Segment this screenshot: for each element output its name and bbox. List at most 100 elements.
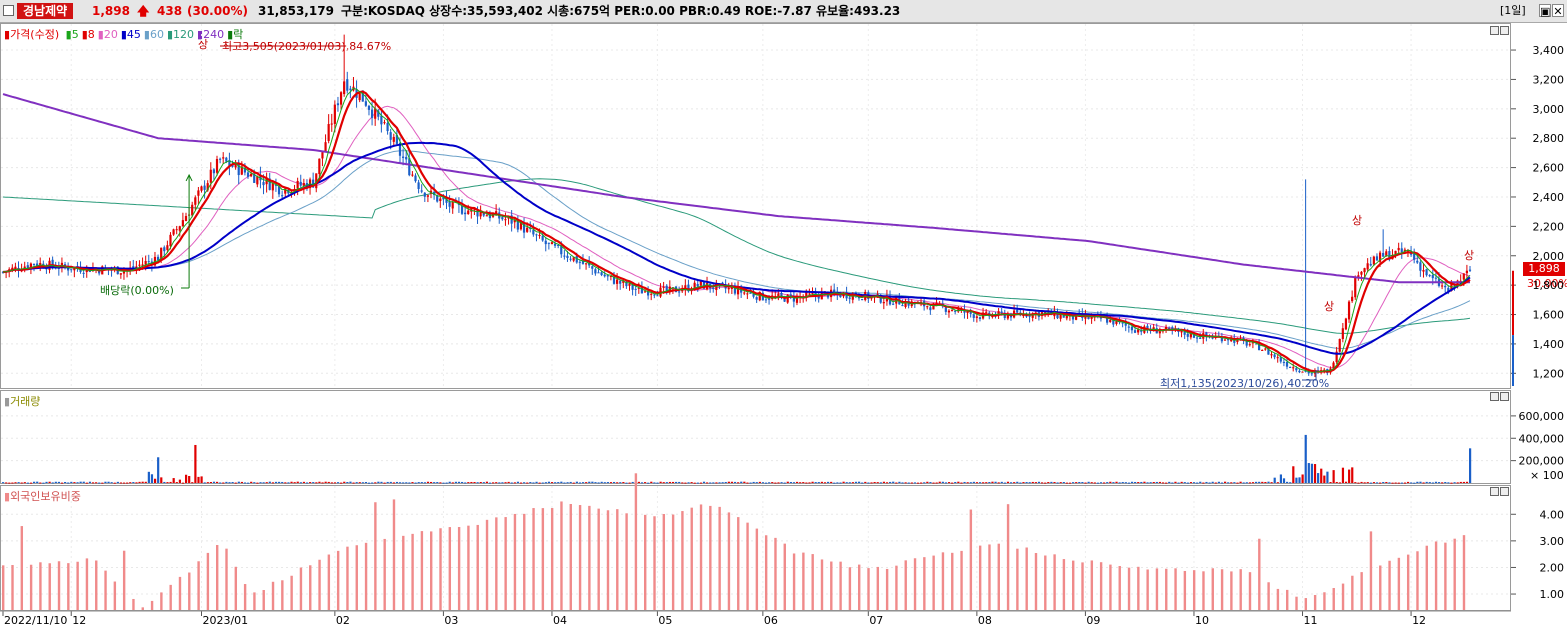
volume-bar bbox=[920, 482, 923, 484]
period-button[interactable]: [1일] bbox=[1500, 4, 1526, 17]
volume-bar bbox=[45, 481, 48, 483]
candle-body bbox=[1043, 312, 1047, 314]
candle-body bbox=[606, 275, 609, 277]
candle-body bbox=[575, 255, 578, 263]
volume-bar bbox=[250, 481, 253, 483]
volume-bar bbox=[510, 482, 513, 484]
foreign-bar bbox=[113, 581, 117, 610]
volume-title: ▮거래량 bbox=[4, 395, 41, 408]
legend-ma-3: ▮45 bbox=[120, 28, 141, 41]
candle-body bbox=[312, 179, 315, 188]
pane-close-icon[interactable] bbox=[1500, 26, 1509, 35]
volume-bar bbox=[923, 482, 926, 484]
candle-body bbox=[51, 259, 54, 267]
stock-name[interactable]: 경남제약 bbox=[17, 3, 74, 19]
candle-body bbox=[516, 220, 519, 230]
volume-bar bbox=[1202, 482, 1205, 484]
volume-bar bbox=[1134, 481, 1137, 483]
restore-icon[interactable]: ▣ bbox=[1539, 4, 1551, 18]
volume-bar bbox=[209, 481, 212, 483]
foreign-bar bbox=[1192, 570, 1196, 610]
volume-bar bbox=[1019, 482, 1022, 484]
price-pane[interactable] bbox=[0, 23, 1511, 389]
volume-bar bbox=[153, 478, 157, 483]
volume-bar bbox=[693, 482, 696, 484]
volume-bar bbox=[951, 482, 954, 484]
candle-body bbox=[1146, 325, 1149, 330]
foreign-bar bbox=[569, 503, 572, 610]
foreign-bar bbox=[718, 506, 721, 610]
volume-bar bbox=[569, 481, 572, 483]
volume-bar bbox=[36, 481, 39, 483]
volume-pane[interactable] bbox=[0, 390, 1511, 484]
volume-bar bbox=[544, 482, 547, 484]
close-icon[interactable]: ✕ bbox=[1552, 4, 1564, 18]
candle-body bbox=[1378, 252, 1382, 262]
foreign-bar bbox=[150, 600, 154, 610]
candle-body bbox=[684, 285, 687, 290]
pane-maximize-icon[interactable] bbox=[1490, 487, 1499, 496]
price-axis bbox=[1511, 23, 1567, 389]
volume-bar bbox=[826, 481, 830, 483]
volume-bar bbox=[504, 482, 507, 484]
volume-bar bbox=[1044, 482, 1047, 484]
up-marker: 상 bbox=[1464, 249, 1475, 262]
foreign-bar bbox=[39, 562, 42, 610]
candle-body bbox=[972, 314, 975, 318]
volume-bar bbox=[290, 481, 293, 483]
volume-bar bbox=[1053, 482, 1056, 484]
volume-bar bbox=[1267, 481, 1270, 483]
volume-bar bbox=[64, 481, 67, 483]
candle-body bbox=[935, 302, 938, 304]
volume-bar bbox=[1158, 481, 1162, 483]
volume-bar bbox=[1000, 481, 1003, 483]
volume-bar bbox=[318, 481, 321, 483]
candle-body bbox=[1000, 311, 1003, 313]
dividend-label: 배당락(0.00%) bbox=[100, 284, 174, 297]
candle-body bbox=[1251, 341, 1254, 344]
volume-bar bbox=[216, 481, 219, 483]
pane-close-icon[interactable] bbox=[1500, 392, 1509, 401]
volume-bar bbox=[898, 481, 901, 483]
volume-bar bbox=[495, 482, 498, 484]
candle-body bbox=[401, 156, 405, 158]
foreign-bar bbox=[346, 546, 349, 610]
volume-bar bbox=[699, 482, 703, 484]
volume-bar bbox=[1329, 482, 1332, 484]
candle-body bbox=[879, 294, 882, 303]
volume-bar bbox=[82, 481, 85, 483]
volume-bar bbox=[225, 481, 228, 483]
select-checkbox[interactable] bbox=[3, 5, 14, 16]
volume-bar bbox=[42, 482, 45, 484]
candle-body bbox=[417, 182, 420, 189]
volume-bar bbox=[222, 482, 225, 484]
volume-bar bbox=[1323, 475, 1326, 483]
volume-bar bbox=[1072, 482, 1075, 484]
volume-bar bbox=[116, 481, 119, 483]
volume-bar bbox=[160, 477, 163, 483]
volume-bar bbox=[1416, 481, 1419, 483]
pane-maximize-icon[interactable] bbox=[1490, 26, 1499, 35]
volume-bar bbox=[333, 482, 337, 484]
candle-body bbox=[926, 306, 929, 308]
candle-body bbox=[600, 272, 603, 276]
foreign-bar bbox=[606, 510, 610, 610]
pane-close-icon[interactable] bbox=[1500, 487, 1509, 496]
volume-bar bbox=[771, 482, 774, 484]
volume-bar bbox=[1462, 481, 1465, 483]
volume-bar bbox=[842, 481, 845, 483]
foreign-bar bbox=[1388, 560, 1391, 610]
candle-body bbox=[640, 287, 644, 294]
candle-body bbox=[1168, 327, 1171, 329]
volume-bar bbox=[932, 482, 935, 484]
volume-bar bbox=[563, 482, 566, 484]
volume-bar bbox=[349, 481, 352, 483]
volume-bar bbox=[417, 482, 420, 484]
candle-body bbox=[156, 256, 160, 261]
foreign-bar bbox=[290, 575, 293, 610]
candle-body bbox=[1, 271, 5, 273]
ma120-line bbox=[2, 178, 1471, 334]
candle-body bbox=[978, 317, 982, 319]
pane-maximize-icon[interactable] bbox=[1490, 392, 1499, 401]
